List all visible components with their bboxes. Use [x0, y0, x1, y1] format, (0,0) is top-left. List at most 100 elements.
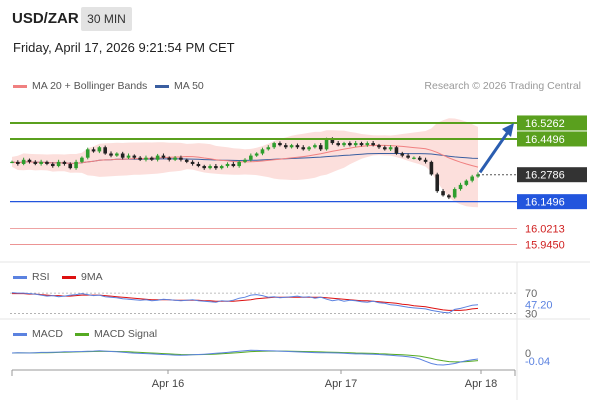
candle-body	[313, 145, 317, 148]
candle-body	[342, 143, 346, 146]
candle-body	[289, 145, 294, 148]
candle-body	[359, 143, 364, 146]
rsi-tick-30: 30	[525, 308, 537, 320]
candle-body	[16, 161, 20, 164]
candle-body	[214, 166, 218, 169]
candle-body	[266, 147, 271, 150]
candle-body	[365, 143, 370, 146]
time-tick-label: Apr 16	[152, 378, 184, 390]
candle-body	[412, 157, 416, 159]
candle-body	[388, 147, 393, 150]
candle-body	[120, 153, 125, 158]
candle-body	[383, 147, 387, 150]
rsi-line	[11, 292, 479, 314]
candle-body	[353, 143, 358, 146]
candle-body	[272, 143, 276, 148]
candle-body	[45, 161, 49, 164]
target-value: 16.0213	[525, 223, 565, 235]
macd-legend: MACD	[13, 328, 63, 340]
target-value: 15.9450	[525, 239, 565, 251]
candle-body	[161, 155, 166, 158]
last-price-tag	[517, 167, 587, 183]
candle-body	[278, 143, 282, 146]
candle-body	[39, 161, 43, 164]
candle-body	[423, 159, 428, 162]
candle-body	[10, 161, 14, 164]
candle-body	[208, 166, 212, 169]
candle-body	[452, 189, 457, 198]
resistance-tag	[517, 115, 587, 131]
support-tag	[517, 194, 587, 210]
candle-body	[249, 155, 253, 160]
ma50-legend-label: MA 50	[174, 80, 204, 92]
credit-label: Research © 2026 Trading Central	[424, 80, 581, 92]
time-tick-label: Apr 17	[325, 378, 357, 390]
candle-body	[91, 149, 96, 152]
candle-body	[62, 161, 67, 164]
candle-body	[441, 191, 445, 196]
rsi-ma-legend-label: 9MA	[81, 271, 103, 283]
candle-body	[132, 155, 137, 158]
candle-body	[318, 145, 323, 150]
candle-body	[336, 143, 340, 146]
rsi-legend-label: RSI	[32, 271, 50, 283]
macd-signal-legend-label: MACD Signal	[94, 328, 158, 340]
timeframe-button[interactable]: 30 MIN	[81, 7, 132, 31]
candle-body	[464, 180, 469, 185]
candle-body	[254, 153, 259, 156]
candle-body	[417, 157, 422, 160]
datetime-label: Friday, April 17, 2026 9:21:54 PM CET	[13, 40, 235, 55]
candle-body	[406, 155, 410, 158]
candle-body	[155, 155, 160, 160]
candle-body	[458, 184, 463, 190]
candle-body	[429, 161, 434, 175]
candle-body	[377, 145, 381, 148]
macd-line	[11, 349, 479, 366]
ma50-legend: MA 50	[155, 80, 204, 92]
rsi-ma-line	[12, 293, 479, 311]
macd-swatch	[13, 332, 27, 336]
candle-body	[80, 157, 84, 162]
ma20-legend: MA 20 + Bollinger Bands	[13, 80, 147, 92]
candle-body	[50, 163, 55, 167]
time-tick-label: Apr 18	[465, 378, 497, 390]
candle-body	[150, 157, 154, 160]
candle-body	[301, 147, 306, 150]
macd-signal-swatch	[75, 332, 89, 336]
macd-legend-label: MACD	[32, 328, 63, 340]
rsi-tick-70: 70	[525, 288, 537, 300]
candle-body	[173, 157, 177, 160]
price-levels: 16.5262 16.4496 16.2786 16.1496 16.0213 15.94…	[10, 115, 587, 251]
time-axis: Apr 16 Apr 17 Apr 18	[11, 369, 516, 390]
candle-body	[179, 157, 183, 160]
candle-body	[126, 155, 131, 158]
candle-body	[283, 145, 288, 148]
rsi-swatch	[13, 275, 27, 279]
macd-signal-legend: MACD Signal	[75, 328, 157, 340]
candle-body	[97, 147, 102, 152]
candle-body	[21, 159, 26, 164]
candle-body	[33, 161, 38, 164]
candle-body	[400, 153, 405, 156]
candle-body	[243, 159, 247, 162]
candle-body	[190, 161, 195, 164]
candle-body	[470, 176, 474, 181]
resistance-tag	[517, 131, 587, 147]
ma50-swatch	[155, 84, 169, 88]
candle-body	[435, 174, 440, 192]
macd-tick-0: 0	[525, 348, 531, 360]
candle-body	[324, 138, 329, 150]
macd-panel: 0-0.04	[11, 348, 550, 368]
candle-body	[167, 157, 172, 160]
macd-last-value: -0.04	[525, 356, 550, 368]
candle-body	[27, 159, 32, 162]
price-panel	[10, 118, 480, 208]
support-value: 16.1496	[525, 197, 565, 209]
candle-body	[109, 153, 113, 156]
rsi-ma-swatch	[62, 275, 76, 279]
candle-body	[295, 145, 300, 148]
candle-body	[184, 159, 189, 162]
ma20-legend-label: MA 20 + Bollinger Bands	[32, 80, 148, 92]
